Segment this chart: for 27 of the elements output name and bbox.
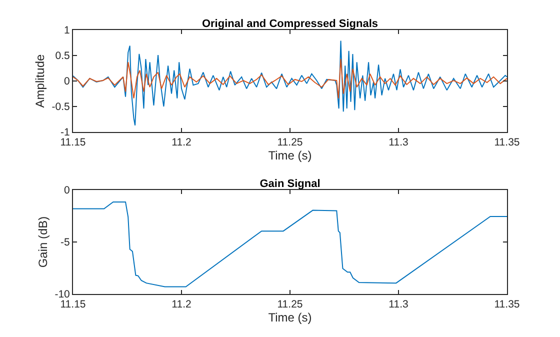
- x-tick-label: 11.35: [494, 136, 520, 149]
- x-tick-label: 11.25: [277, 298, 303, 311]
- x-axis-title: Time (s): [268, 148, 312, 163]
- x-tick-label: 11.25: [277, 136, 303, 149]
- x-tick-label: 11.15: [60, 298, 86, 311]
- x-tick-label: 11.3: [388, 136, 408, 149]
- x-tick-label: 11.15: [60, 136, 86, 149]
- x-tick-label: 11.2: [172, 298, 192, 311]
- line-series: [73, 40, 507, 126]
- y-axis-title: Amplitude: [33, 54, 48, 108]
- y-tick-label: -5: [60, 236, 70, 249]
- line-series: [73, 201, 507, 288]
- x-tick-label: 11.35: [494, 298, 520, 311]
- y-tick-label: -10: [54, 288, 70, 301]
- line-series: [73, 58, 507, 99]
- y-tick-label: 1: [64, 24, 70, 37]
- y-tick-label: 0: [64, 184, 70, 197]
- chart-title: Gain Signal: [260, 178, 320, 190]
- x-axis-title: Time (s): [268, 310, 312, 325]
- y-tick-label: -0.5: [52, 101, 70, 114]
- y-tick-label: 0.5: [55, 50, 70, 62]
- y-tick-label: -1: [60, 126, 70, 139]
- x-tick-label: 11.3: [388, 298, 408, 311]
- chart-title: Original and Compressed Signals: [202, 18, 378, 30]
- x-tick-label: 11.2: [172, 136, 192, 149]
- y-tick-label: 0: [64, 76, 70, 88]
- y-axis-title: Gain (dB): [36, 216, 50, 268]
